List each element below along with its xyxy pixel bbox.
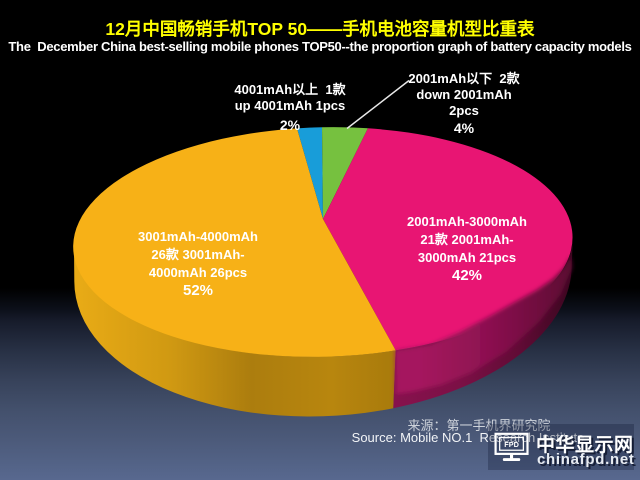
- svg-text:FPD: FPD: [504, 440, 519, 449]
